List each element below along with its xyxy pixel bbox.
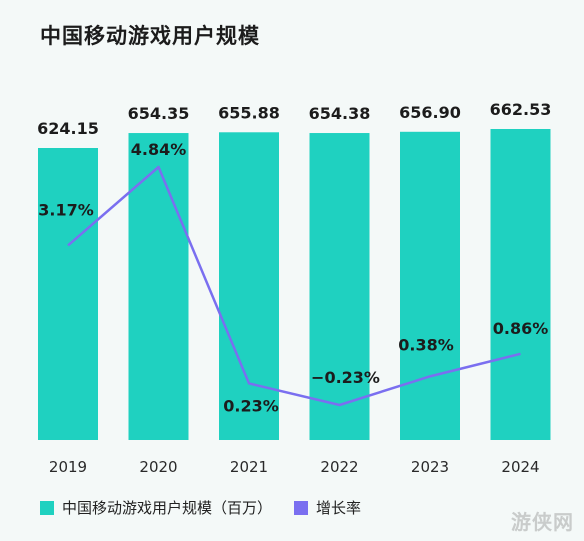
bar-2023 (400, 131, 460, 441)
chart-title: 中国移动游戏用户规模 (40, 24, 260, 48)
x-tick-label-2022: 2022 (320, 458, 358, 476)
bar-value-label-2020: 654.35 (128, 104, 190, 123)
x-tick-label-2024: 2024 (501, 458, 539, 476)
rate-label-2023: 0.38% (398, 335, 454, 354)
bar-value-label-2023: 656.90 (399, 103, 461, 122)
x-tick-label-2019: 2019 (49, 458, 87, 476)
bar-2021 (219, 132, 279, 440)
rate-label-2019: 3.17% (38, 200, 94, 219)
x-tick-label-2021: 2021 (230, 458, 268, 476)
bar-value-label-2024: 662.53 (490, 100, 552, 119)
legend-swatch-bar (40, 500, 54, 515)
growth-rate-line (67, 165, 521, 407)
rate-label-2022: −0.23% (311, 368, 380, 387)
x-tick-label-2023: 2023 (411, 458, 449, 476)
bar-2019 (38, 148, 98, 440)
bar-value-label-2021: 655.88 (218, 103, 280, 122)
rate-label-2021: 0.23% (223, 396, 279, 415)
legend-label-bar: 中国移动游戏用户规模（百万） (62, 499, 273, 517)
bar-2024 (490, 129, 551, 440)
legend-label-line: 增长率 (316, 499, 362, 517)
x-tick-label-2020: 2020 (139, 458, 177, 476)
bar-2020 (128, 133, 189, 440)
legend: 中国移动游戏用户规模（百万） 增长率 (40, 497, 383, 518)
bar-value-label-2019: 624.15 (37, 119, 99, 138)
legend-item-line: 增长率 (294, 497, 361, 518)
rate-label-2024: 0.86% (493, 319, 549, 338)
legend-item-bar: 中国移动游戏用户规模（百万） (40, 497, 272, 518)
bar-value-label-2022: 654.38 (309, 104, 371, 123)
rate-label-2020: 4.84% (131, 140, 187, 159)
bar-2022 (309, 133, 370, 440)
legend-swatch-line (294, 500, 309, 515)
watermark-logo: 游侠网 (511, 510, 574, 534)
